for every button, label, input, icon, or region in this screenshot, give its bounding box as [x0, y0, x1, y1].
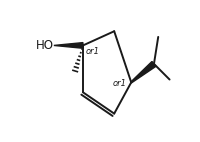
Polygon shape	[131, 61, 156, 83]
Text: HO: HO	[36, 39, 54, 52]
Polygon shape	[54, 43, 83, 48]
Text: or1: or1	[86, 47, 100, 56]
Text: or1: or1	[113, 79, 127, 88]
